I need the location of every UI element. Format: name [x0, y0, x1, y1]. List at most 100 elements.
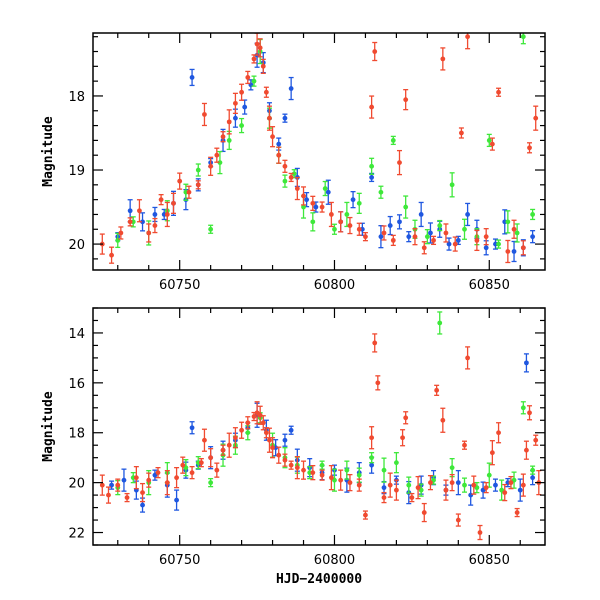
data-point-green	[381, 457, 387, 483]
data-point-red	[452, 236, 458, 252]
top-light-curve-panel: 60750 60800 60850 18 19 20 Magnitude	[41, 32, 546, 293]
data-point-blue	[406, 231, 412, 243]
data-point-green	[530, 465, 536, 475]
data-point-red	[471, 475, 477, 495]
data-point-red	[483, 481, 489, 494]
data-point-red	[455, 513, 461, 527]
data-point-blue	[396, 214, 402, 230]
data-point-red	[403, 89, 409, 111]
data-point-red	[301, 460, 307, 480]
data-point-blue	[418, 201, 424, 228]
data-point-red	[427, 474, 433, 491]
data-point-blue	[517, 478, 523, 502]
data-point-blue	[140, 212, 146, 232]
data-point-green	[369, 157, 375, 175]
data-point-red	[127, 217, 133, 227]
data-point-green	[511, 471, 517, 489]
bottom-x-axis-label: HJD−2400000	[276, 572, 362, 587]
data-point-blue	[492, 478, 498, 492]
data-point-green	[239, 117, 245, 134]
data-point-red	[356, 222, 362, 236]
data-point-green	[183, 459, 189, 477]
data-point-red	[347, 216, 353, 235]
bottom-y-tick-labels: 14 16 18 20 22	[68, 327, 85, 542]
data-point-red	[362, 510, 368, 520]
y-tick-label: 20	[68, 238, 85, 253]
data-point-red	[146, 223, 152, 243]
data-point-red	[115, 478, 121, 492]
data-point-red	[362, 232, 368, 242]
data-point-red	[505, 239, 511, 264]
data-point-red	[294, 176, 300, 201]
data-point-red	[527, 142, 533, 154]
data-point-green	[514, 223, 520, 243]
data-point-red	[462, 440, 468, 450]
data-point-red	[288, 460, 294, 470]
data-point-red	[174, 466, 180, 489]
top-data-points	[99, 33, 539, 264]
data-point-blue	[242, 99, 248, 115]
data-point-red	[201, 428, 207, 452]
data-point-red	[533, 105, 539, 131]
data-point-blue	[350, 190, 356, 209]
data-point-green	[462, 477, 468, 493]
data-point-green	[486, 462, 492, 488]
data-point-red	[431, 235, 437, 246]
data-point-red	[133, 465, 139, 490]
y-tick-label: 19	[68, 164, 85, 179]
data-point-red	[514, 507, 520, 518]
data-point-green	[251, 75, 257, 87]
data-point-red	[152, 217, 158, 234]
data-point-red	[465, 33, 471, 50]
y-tick-label: 20	[68, 477, 85, 492]
data-point-red	[189, 466, 195, 480]
data-point-green	[530, 208, 536, 221]
data-point-green	[319, 460, 325, 470]
x-tick-label: 60850	[469, 278, 510, 293]
data-point-blue	[381, 480, 387, 495]
data-point-red	[266, 105, 272, 131]
data-point-red	[496, 87, 502, 97]
top-y-tick-labels: 18 19 20	[68, 90, 85, 253]
data-point-red	[489, 440, 495, 466]
data-point-red	[328, 201, 334, 228]
data-point-red	[502, 483, 508, 502]
bottom-x-tick-labels: 60750 60800 60850	[159, 553, 510, 568]
data-point-blue	[282, 113, 288, 123]
data-point-red	[393, 479, 399, 501]
data-point-red	[387, 472, 393, 498]
data-point-red	[105, 486, 111, 504]
data-point-red	[99, 474, 105, 496]
data-point-red	[220, 131, 226, 143]
data-point-red	[239, 421, 245, 439]
data-point-red	[220, 444, 226, 456]
bottom-y-axis-label: Magnitude	[41, 391, 56, 462]
x-tick-label: 60800	[314, 553, 355, 568]
data-point-red	[263, 86, 269, 98]
data-point-green	[356, 192, 362, 214]
data-point-red	[328, 464, 334, 491]
data-point-green	[424, 229, 430, 245]
data-point-green	[344, 201, 350, 228]
data-point-red	[260, 58, 266, 74]
data-point-red	[186, 185, 192, 199]
data-point-blue	[189, 68, 195, 87]
data-point-red	[226, 109, 232, 135]
data-point-green	[390, 135, 396, 146]
data-point-red	[180, 456, 186, 474]
data-point-red	[109, 246, 115, 264]
data-point-red	[310, 465, 316, 481]
x-tick-label: 60750	[159, 553, 200, 568]
data-point-red	[372, 41, 378, 62]
data-point-red	[520, 473, 526, 497]
bottom-data-points	[99, 311, 542, 541]
data-point-red	[294, 456, 300, 480]
data-point-red	[232, 427, 238, 449]
y-tick-label: 18	[68, 90, 85, 105]
data-point-red	[208, 448, 214, 468]
top-x-tick-labels: 60750 60800 60850	[159, 278, 510, 293]
data-point-green	[217, 150, 223, 175]
x-tick-label: 60800	[314, 278, 355, 293]
data-point-red	[260, 415, 266, 431]
